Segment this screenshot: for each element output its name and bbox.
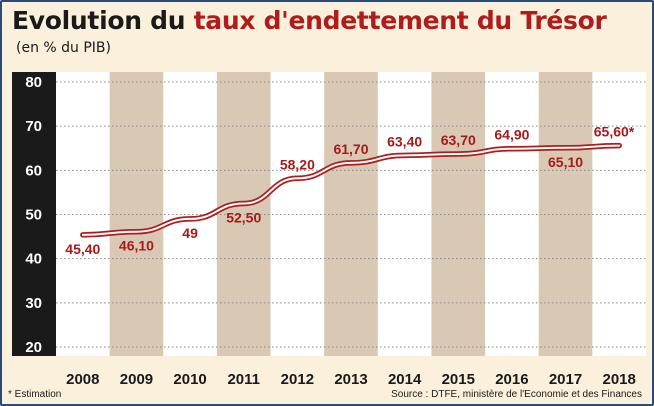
y-axis-strip: [12, 72, 56, 356]
y-tick-label: 30: [25, 295, 42, 312]
source-note: Source : DTFE, ministère de l'Economie e…: [391, 389, 642, 400]
chart-title: Evolution du taux d'endettement du Tréso…: [12, 6, 607, 35]
chart-title-highlight: taux d'endettement du Trésor: [193, 6, 607, 35]
data-label: 63,70: [441, 132, 476, 148]
y-tick-label: 20: [25, 339, 42, 356]
chart-title-main: Evolution du: [12, 6, 194, 35]
data-label: 65,60*: [594, 124, 635, 140]
x-tick-label: 2014: [388, 371, 422, 388]
data-label: 63,40: [387, 133, 422, 149]
x-tick-label: 2010: [173, 371, 206, 388]
y-tick-label: 70: [25, 118, 42, 135]
data-label: 65,10: [548, 154, 583, 170]
chart-subtitle: (en % du PIB): [16, 40, 111, 56]
column-band: [216, 72, 271, 356]
x-tick-label: 2016: [495, 371, 528, 388]
x-tick-label: 2011: [227, 371, 260, 388]
y-axis-ticks: 20 30 40 50 60 70 80: [25, 74, 42, 356]
data-label: 58,20: [280, 156, 315, 172]
data-label: 52,50: [226, 209, 261, 225]
data-label: 64,90: [494, 127, 529, 143]
column-band: [538, 72, 593, 356]
y-tick-label: 60: [25, 162, 42, 179]
x-tick-label: 2009: [120, 371, 153, 388]
x-tick-label: 2017: [549, 371, 582, 388]
x-tick-label: 2012: [281, 371, 314, 388]
data-label: 45,40: [65, 241, 100, 257]
data-label: 46,10: [119, 238, 154, 254]
y-tick-label: 80: [25, 74, 42, 91]
data-label: 61,70: [333, 141, 368, 157]
x-axis-ticks: 2008 2009 2010 2011 2012 2013 2014 2015 2016 2017…: [66, 371, 636, 388]
x-tick-label: 2013: [334, 371, 367, 388]
x-tick-label: 2008: [66, 371, 99, 388]
data-label: 49: [182, 225, 198, 241]
data-labels: 45,40 46,10 49 52,50 58,20 61,70 63,40 63,70 64,…: [65, 124, 634, 257]
x-tick-label: 2018: [602, 371, 635, 388]
footnote: * Estimation: [8, 389, 62, 400]
x-tick-label: 2015: [442, 371, 475, 388]
series-line-inner: [81, 144, 621, 236]
series-line: [80, 142, 622, 238]
y-tick-label: 40: [25, 251, 42, 268]
y-tick-label: 50: [25, 207, 42, 224]
